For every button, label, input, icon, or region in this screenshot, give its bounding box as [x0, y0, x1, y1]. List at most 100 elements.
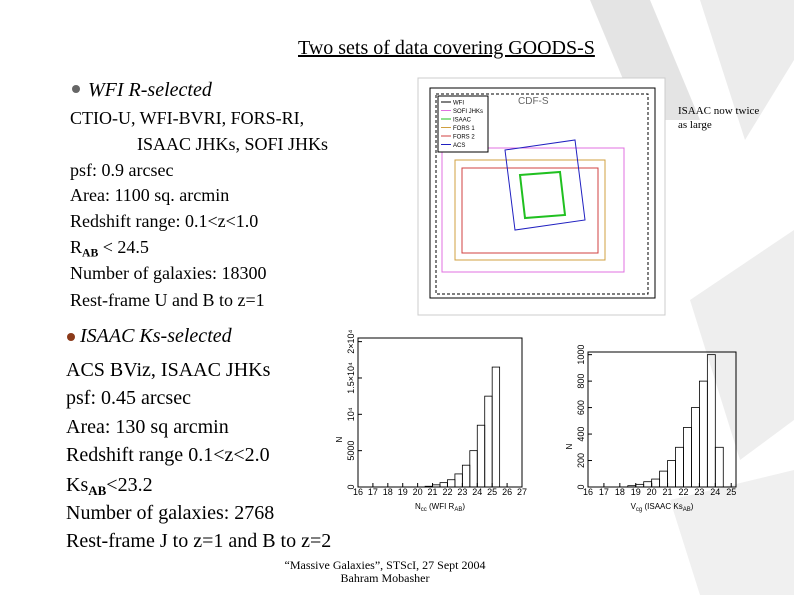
x-tick-label: 24 [472, 487, 482, 497]
x-tick-label: 17 [368, 487, 378, 497]
x-tick-label: 20 [413, 487, 423, 497]
x-tick-label: 23 [457, 487, 467, 497]
hist-bar [432, 484, 441, 488]
hist-bar [651, 478, 661, 488]
x-tick-label: 22 [678, 487, 688, 497]
decor-shape [590, 0, 700, 120]
hist-bar [659, 470, 668, 488]
hist-bar [469, 450, 478, 488]
y-tick-label: 800 [576, 374, 586, 389]
x-tick-label: 19 [398, 487, 408, 497]
hist-bar [706, 354, 716, 488]
x-tick-label: 18 [383, 487, 393, 497]
text-line: Rest-frame U and B to z=1 [70, 290, 265, 310]
x-tick-label: 19 [631, 487, 641, 497]
hist-bar [675, 446, 684, 488]
hist-bar [683, 427, 692, 488]
hist-bar [691, 407, 700, 488]
footer: Bahram Mobasher [340, 571, 430, 585]
x-axis-label-part: ) [462, 502, 465, 511]
x-axis-label: Vcg (ISAAC KsAB) [631, 502, 694, 513]
x-axis-label-part: (WFI R [427, 502, 455, 511]
x-axis-label-part: N [415, 502, 421, 511]
note: ISAAC now twice [678, 105, 760, 117]
y-tick-label: 5000 [346, 441, 356, 461]
y-tick-label: 400 [576, 427, 586, 442]
x-tick-label: 21 [663, 487, 673, 497]
wfi-field [435, 93, 649, 295]
y-tick-label: 0 [576, 484, 586, 489]
mag-main: Ks [66, 474, 89, 496]
map-axes [429, 87, 656, 299]
text-line: Number of galaxies: 2768 [66, 502, 275, 524]
y-axis-label: N [335, 437, 344, 443]
heading: WFI R-selected [88, 79, 212, 101]
hist-bar [461, 464, 471, 488]
decor-shape [690, 230, 794, 460]
footer: “Massive Galaxies”, STScI, 27 Sept 2004 [284, 558, 486, 572]
hist-bar [447, 479, 456, 488]
y-tick-label: 200 [576, 453, 586, 468]
sofi-field [441, 147, 625, 273]
y-tick-label: 1.5×10⁴ [346, 362, 356, 394]
legend-label: ISAAC [453, 118, 472, 124]
text-line: psf: 0.45 arcsec [66, 387, 191, 409]
x-tick-label: 22 [442, 487, 452, 497]
hist-bar [484, 395, 493, 488]
x-tick-label: 24 [710, 487, 720, 497]
acs-field [504, 139, 586, 231]
mag-rest: <23.2 [106, 474, 153, 496]
y-tick-label: 600 [576, 400, 586, 415]
y-tick-label: 0 [346, 484, 356, 489]
decor-shape [670, 470, 794, 595]
x-tick-label: 18 [615, 487, 625, 497]
hist-axes [357, 337, 523, 488]
x-axis-label: Ncc (WFI RAB) [415, 502, 465, 513]
y-tick-label: 1000 [576, 345, 586, 365]
x-axis-label-part: cc [421, 507, 427, 513]
x-tick-label: 16 [353, 487, 363, 497]
text-line: Number of galaxies: 18300 [70, 263, 267, 283]
y-axis-label: N [565, 444, 574, 450]
mag-sub: AB [82, 246, 99, 260]
x-tick-label: 16 [583, 487, 593, 497]
text-line: KsAB<23.2 [66, 475, 153, 497]
legend-label: ACS [453, 143, 465, 149]
x-tick-label: 20 [647, 487, 657, 497]
title: Two sets of data covering GOODS-S [298, 37, 595, 59]
fors-field [454, 159, 606, 261]
hist-bar [635, 483, 645, 488]
legend-label: SOFI JHKs [453, 109, 483, 115]
text-line: Redshift range: 0.1<z<1.0 [70, 211, 259, 231]
bullet [72, 85, 80, 93]
legend-label: WFI [453, 101, 464, 107]
mag-rest: < 24.5 [98, 237, 149, 257]
decor-shape [700, 0, 794, 140]
bullet [67, 333, 75, 341]
legend-label: FORS 2 [453, 135, 475, 141]
text-line: Redshift range 0.1<z<2.0 [66, 444, 270, 466]
hist-bar [491, 366, 501, 488]
text-line: Area: 130 sq arcmin [66, 416, 229, 438]
map-label: CDF-S [518, 96, 549, 107]
x-axis-label-part: (ISAAC Ks [642, 502, 682, 511]
hist-bar [667, 460, 676, 488]
text-line: ACS BViz, ISAAC JHKs [66, 359, 271, 381]
hist-bar [714, 446, 724, 488]
x-tick-label: 17 [599, 487, 609, 497]
x-tick-label: 27 [517, 487, 527, 497]
x-tick-label: 26 [502, 487, 512, 497]
map-legend-box [437, 95, 489, 153]
text-line: Area: 1100 sq. arcmin [70, 185, 230, 205]
fors2-field [461, 167, 599, 254]
text-line: psf: 0.9 arcsec [70, 160, 174, 180]
y-tick-label: 2×10⁴ [346, 329, 356, 353]
hist-bar [454, 473, 463, 488]
legend-label: FORS 1 [453, 126, 475, 132]
text-line: RAB < 24.5 [70, 238, 149, 259]
isaac-field [518, 170, 567, 220]
text-line: Rest-frame J to z=1 and B to z=2 [66, 530, 332, 552]
y-tick-label: 10⁴ [346, 407, 356, 421]
